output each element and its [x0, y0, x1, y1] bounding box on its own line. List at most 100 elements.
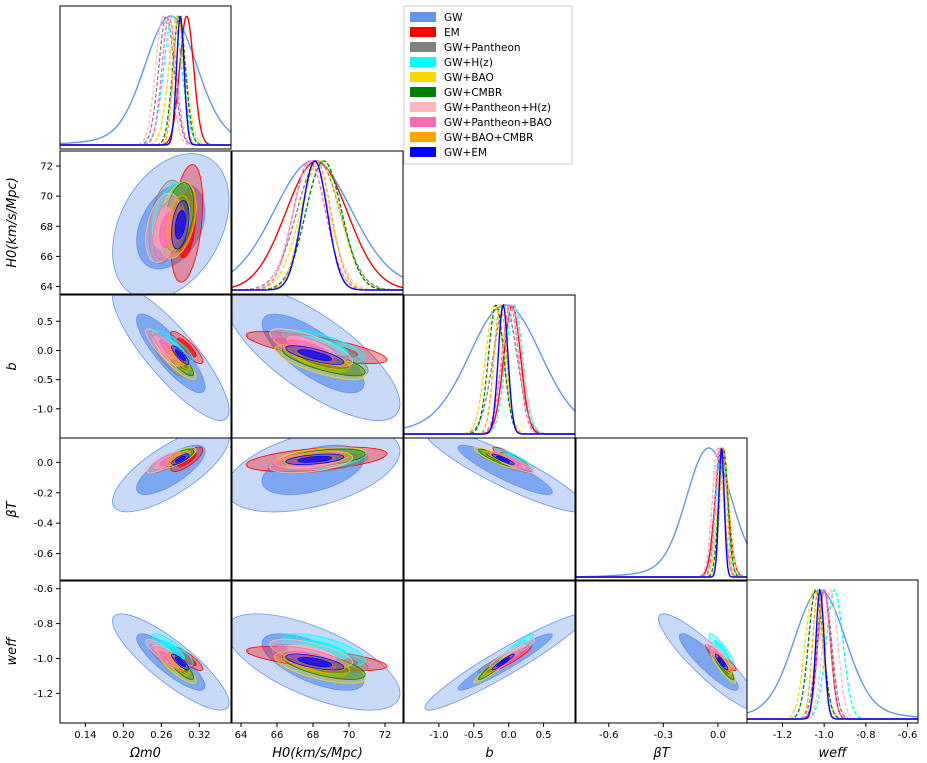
marginal-om-gw-pantheon-h-z-: [60, 15, 231, 146]
panel-content: [232, 613, 401, 711]
contour-1sigma-gw-em-om-bt: [174, 455, 186, 463]
panel-content: [232, 295, 401, 421]
y-tick-label: 0.0: [37, 346, 53, 357]
panel-frame: [231, 579, 404, 724]
y-axis-label-w: weff: [5, 636, 20, 666]
y-tick-label: 72: [40, 162, 53, 173]
panel-b-h0: [231, 294, 404, 439]
legend-swatch-em: [410, 27, 436, 37]
panel-bt-om: 0.0 -0.2 -0.4 -0.6 βT: [5, 437, 232, 582]
panel-bt-bt: [575, 437, 748, 582]
x-axis-label-b: b: [485, 746, 493, 761]
x-axis-label-om: Ωm0: [129, 746, 161, 761]
panel-content: [112, 153, 230, 294]
marginal-om-gw-pantheon: [60, 15, 231, 146]
x-tick-label: 0.26: [150, 730, 172, 741]
y-tick-label: 66: [40, 252, 53, 263]
marginal-h0-em: [232, 160, 403, 289]
panel-w-om: 0.14 0.20 0.26 0.32 Ωm0 -0.6 -0.8 -1.0 -1.2 weff: [5, 579, 232, 761]
x-axis-label-bt: βT: [652, 746, 670, 761]
marginal-w-gw-pantheon-h-z-: [747, 588, 918, 720]
y-tick-label: 70: [40, 192, 53, 203]
marginal-bt-gw-em: [576, 448, 747, 578]
x-tick-label: 68: [307, 730, 320, 741]
marginal-w-gw-h-z-: [747, 589, 918, 720]
legend-label: GW+EM: [444, 147, 487, 159]
panel-b-om: 0.5 0.0 -0.5 -1.0 b: [5, 294, 232, 439]
x-tick-label: -1.0: [814, 730, 834, 741]
contour-1sigma-gw-em-h0-w: [297, 656, 333, 668]
marginal-om-em: [60, 15, 231, 146]
y-tick-label: -1.0: [33, 404, 53, 415]
panel-content: [747, 588, 918, 720]
y-tick-label: -0.6: [33, 549, 53, 560]
contour-1sigma-gw-em-bt-w: [717, 656, 726, 668]
y-tick-label: -0.8: [33, 619, 53, 630]
panel-bt-b: [403, 437, 576, 582]
marginal-w-gw-cmbr: [747, 589, 918, 720]
legend-swatch-gw-em: [410, 147, 436, 157]
x-axis-label-w: weff: [818, 746, 848, 761]
legend-swatch-gw-h-z-: [410, 57, 436, 67]
contour-1sigma-gw-em-b-bt: [496, 455, 511, 463]
y-tick-label: 0.0: [37, 458, 53, 469]
x-axis-label-h0: H0(km/s/Mpc): [272, 746, 363, 761]
marginal-om-gw-cmbr: [60, 15, 231, 146]
x-tick-label: -0.6: [898, 730, 918, 741]
marginal-w-gw-em: [747, 588, 918, 720]
marginal-b-gw-bao: [404, 304, 575, 435]
y-tick-label: -0.6: [33, 584, 53, 595]
panel-content: [60, 14, 231, 146]
panel-frame: [746, 579, 919, 724]
x-tick-label: 0.14: [74, 730, 96, 741]
marginal-w-gw-bao: [747, 589, 918, 720]
panel-content: [232, 160, 403, 291]
y-tick-label: 64: [40, 282, 53, 293]
y-tick-label: 68: [40, 222, 53, 233]
y-tick-label: -1.2: [33, 689, 53, 700]
panel-b-b: [403, 294, 576, 439]
panel-content: [658, 613, 747, 711]
panel-om-om: [59, 5, 232, 150]
panel-frame: [231, 150, 404, 295]
legend: GW EM GW+Pantheon GW+H(z) GW+BAO GW+CMBR GW+Pa…: [403, 5, 573, 165]
panel-content: [232, 438, 401, 513]
panel-content: [112, 613, 230, 711]
legend-swatch-gw: [410, 12, 436, 22]
panel-frame: [231, 437, 404, 582]
panel-h0-h0: [231, 150, 404, 295]
legend-label: GW+Pantheon+BAO: [444, 117, 552, 129]
legend-swatch-gw-pantheon: [410, 42, 436, 52]
x-tick-label: 0.5: [536, 730, 552, 741]
panel-content: [424, 613, 575, 711]
marginal-om-gw-bao-cmbr: [60, 14, 231, 146]
marginal-b-gw: [404, 304, 575, 429]
legend-swatch-gw-bao-cmbr: [410, 132, 436, 142]
y-tick-label: -0.4: [33, 519, 53, 530]
marginal-bt-gw-cmbr: [576, 446, 747, 578]
x-tick-label: -0.3: [654, 730, 674, 741]
contour-1sigma-gw-em-om-w: [174, 656, 186, 668]
panel-content: [424, 438, 575, 513]
panel-frame: [575, 437, 748, 582]
marginal-w-gw-pantheon: [747, 589, 918, 720]
legend-swatch-gw-pantheon-h-z-: [410, 102, 436, 112]
contour-1sigma-gw-em-h0-bt: [297, 455, 333, 463]
legend-label: GW+Pantheon+H(z): [444, 102, 551, 114]
contour-1sigma-gw-em-om-h0: [174, 210, 186, 240]
x-tick-label: 64: [235, 730, 248, 741]
marginal-h0-gw-cmbr: [232, 160, 403, 291]
y-axis-label-bt: βT: [5, 500, 20, 518]
x-tick-label: 0.0: [710, 730, 726, 741]
x-tick-label: 72: [379, 730, 392, 741]
x-tick-label: 0.20: [112, 730, 134, 741]
panel-frame: [59, 579, 232, 724]
marginal-w-gw-bao-cmbr: [747, 589, 918, 720]
legend-swatch-gw-pantheon-bao: [410, 117, 436, 127]
panel-w-b: -1.0 -0.5 0.0 0.5 b: [403, 579, 576, 761]
panel-frame: [59, 437, 232, 582]
x-tick-label: -0.6: [599, 730, 619, 741]
contour-1sigma-gw-em-h0-b: [297, 349, 333, 361]
